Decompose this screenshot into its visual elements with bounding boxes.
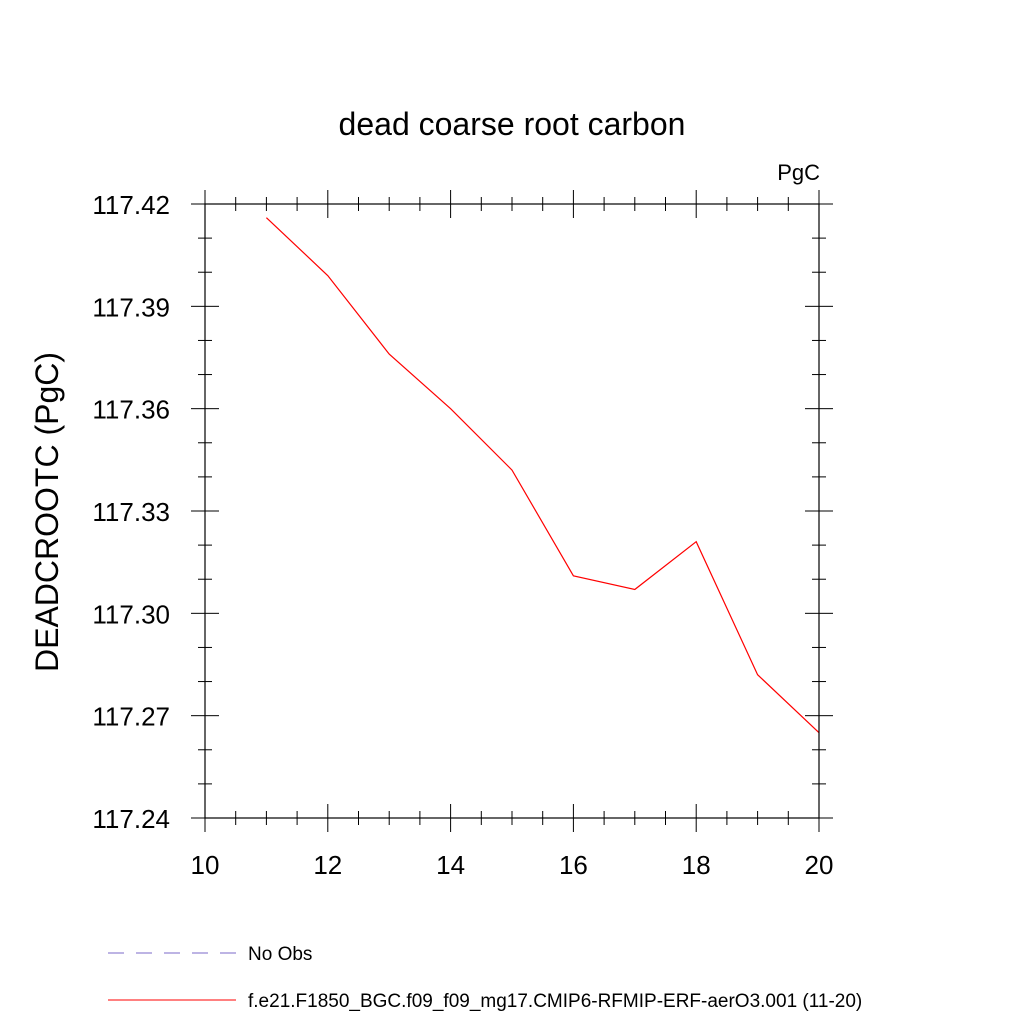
y-tick-label: 117.27 (92, 702, 170, 732)
y-tick-label: 117.24 (92, 804, 170, 834)
x-tick-labels: 10 12 14 16 18 20 (191, 850, 834, 880)
x-tick-label: 16 (559, 850, 588, 880)
y-tick-label: 117.42 (92, 190, 170, 220)
plot-frame (204, 203, 820, 819)
x-tick-label: 12 (313, 850, 342, 880)
units-label: PgC (777, 160, 820, 185)
y-axis-label: DEADCROOTC (PgC) (29, 352, 65, 672)
legend-label-no-obs: No Obs (248, 944, 312, 965)
legend-label-model-run: f.e21.F1850_BGC.f09_f09_mg17.CMIP6-RFMIP… (248, 991, 862, 1012)
y-tick-label: 117.39 (92, 292, 170, 322)
y-tick-label: 117.30 (92, 599, 170, 629)
y-tick-labels: 117.24 117.27 117.30 117.33 117.36 117.39 117.… (92, 190, 170, 834)
x-tick-label: 18 (682, 850, 711, 880)
legend: No Obs f.e21.F1850_BGC.f09_f09_mg17.CMIP… (108, 944, 862, 1012)
series-line-0 (265, 217, 820, 734)
x-tick-label: 14 (436, 850, 465, 880)
axis-ticks (191, 190, 833, 832)
x-tick-label: 10 (191, 850, 220, 880)
y-tick-label: 117.36 (92, 395, 170, 425)
series-layer (265, 217, 820, 734)
chart-title: dead coarse root carbon (339, 106, 686, 142)
y-tick-label: 117.33 (92, 497, 170, 527)
x-tick-label: 20 (805, 850, 834, 880)
